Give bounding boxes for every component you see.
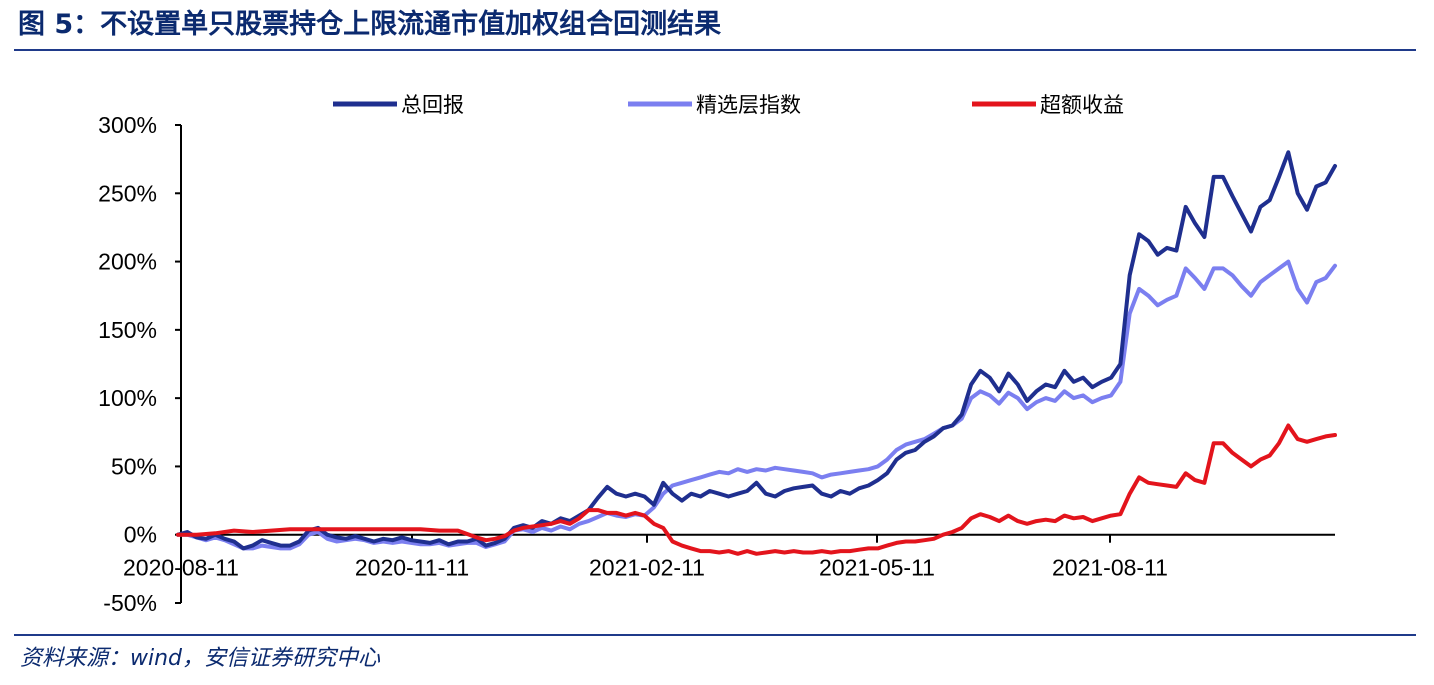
legend-label: 总回报	[401, 93, 464, 117]
y-tick-label: 150%	[98, 317, 157, 343]
title-divider	[14, 49, 1416, 51]
x-tick-label: 2020-11-11	[355, 555, 469, 581]
series-line-1	[176, 259, 1337, 551]
source-divider	[14, 634, 1416, 636]
x-tick-label: 2020-08-11	[123, 555, 239, 581]
x-tick-label: 2021-02-11	[589, 555, 705, 581]
figure-title: 图 5：不设置单只股票持仓上限流通市值加权组合回测结果	[18, 9, 722, 40]
chart-legend: 总回报 精选层指数 超额收益	[333, 93, 1124, 117]
legend-label: 精选层指数	[696, 93, 801, 117]
y-tick-label: 0%	[124, 522, 157, 548]
chart-axes: 300% 250% 200% 150% 100% 50% 0% -50% 2020-08-11 2…	[98, 112, 1335, 616]
source-note: 资料来源：wind，安信证券研究中心	[20, 646, 381, 671]
y-tick-label: 100%	[98, 385, 157, 411]
y-tick-label: 250%	[98, 180, 157, 206]
y-tick-label: 200%	[98, 249, 157, 275]
y-tick-label: -50%	[103, 590, 157, 616]
series-line-2	[176, 423, 1337, 556]
chart-series-lines	[176, 150, 1337, 556]
x-tick-label: 2021-08-11	[1052, 555, 1168, 581]
y-tick-label: 300%	[98, 112, 157, 138]
legend-label: 超额收益	[1040, 93, 1124, 117]
y-tick-label: 50%	[111, 453, 157, 479]
series-line-0	[176, 150, 1337, 551]
x-tick-label: 2021-05-11	[819, 555, 935, 581]
